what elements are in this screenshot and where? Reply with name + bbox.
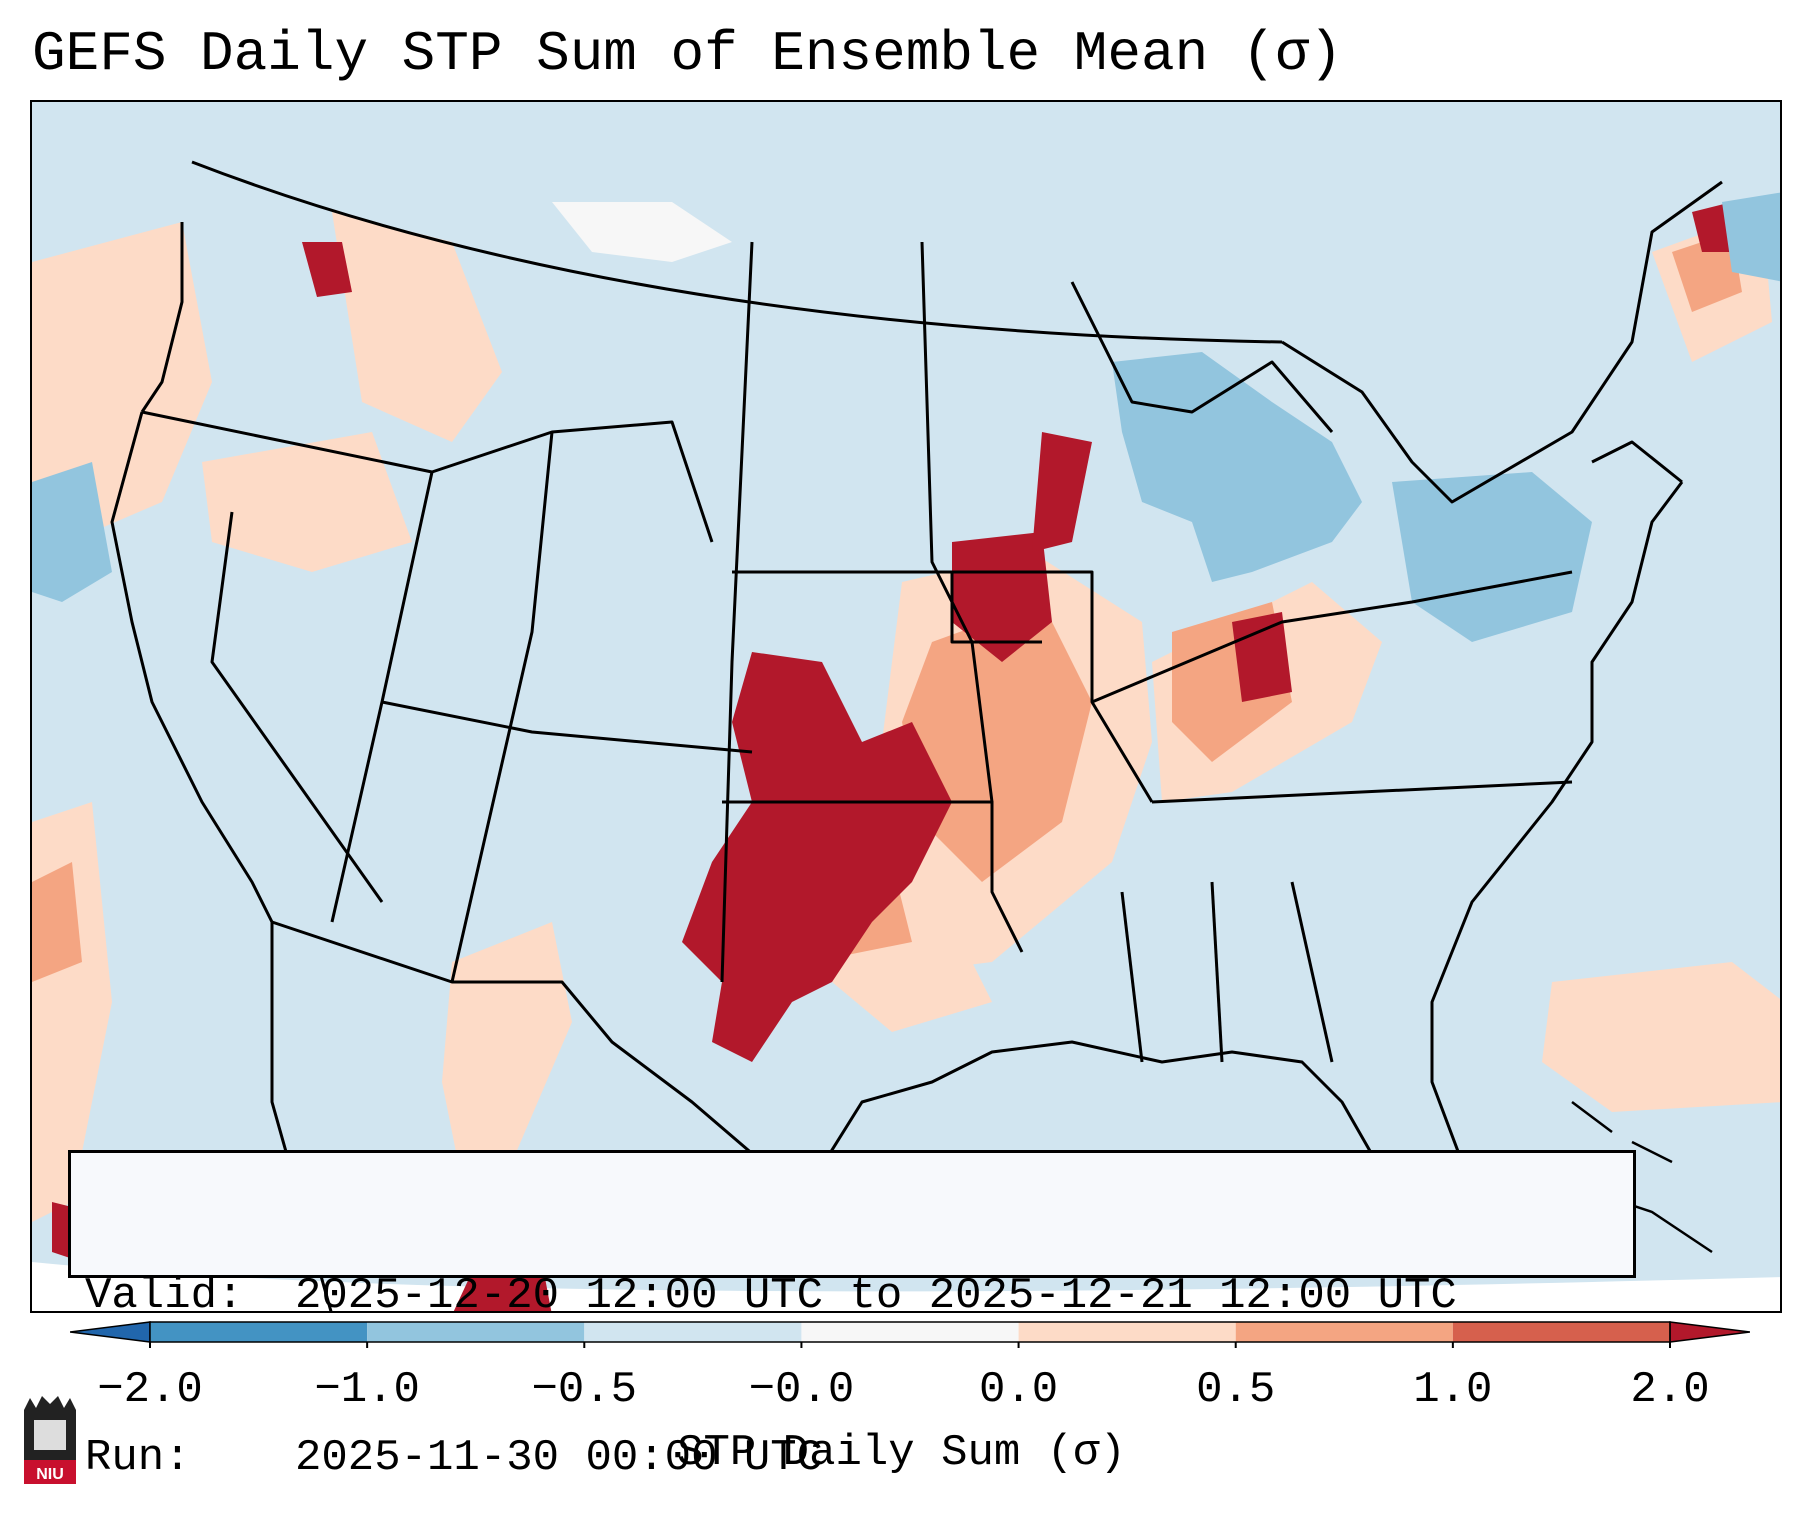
colorbar-over-extend <box>1669 1321 1750 1343</box>
seal-badge <box>24 1460 76 1484</box>
colorbar-tick-label: 1.0 <box>1413 1365 1493 1415</box>
map-svg <box>32 102 1780 1311</box>
area-atlantic-neg <box>1722 192 1780 282</box>
colorbar-tick-label: 0.5 <box>1196 1365 1276 1415</box>
border-nv <box>210 511 384 903</box>
new-england <box>1591 440 1683 484</box>
seal-window-icon <box>34 1420 66 1450</box>
area-missouri <box>902 602 1092 882</box>
neutral-areas <box>552 202 732 262</box>
run-label: Run: <box>85 1433 191 1483</box>
border-ms-al <box>1210 881 1224 1063</box>
run-text: 2025-11-30 00:00 UTC <box>295 1433 824 1483</box>
boundaries <box>110 160 1723 1311</box>
university-seal-icon: NIU <box>24 1396 76 1484</box>
coast-wa <box>140 222 184 413</box>
border-tn-nc <box>1151 780 1573 804</box>
canada-border-east <box>1281 180 1723 504</box>
bahamas-outline <box>1571 1101 1673 1164</box>
area-mexico-north <box>442 922 572 1182</box>
area-plains-core <box>682 652 952 1062</box>
valid-text: 2025-12-20 12:00 UTC to 2025-12-21 12:00… <box>295 1271 1457 1321</box>
coast-south-east <box>271 481 1684 1244</box>
area-idaho <box>332 212 502 442</box>
great-lakes-shore <box>1070 281 1334 433</box>
colorbar-tick-label: −0.5 <box>531 1365 638 1415</box>
border-oh-pa <box>1091 570 1573 704</box>
colorbar-under-extend <box>70 1321 151 1343</box>
canada-border-west <box>191 160 1283 344</box>
area-northeast <box>1392 472 1592 642</box>
colorbar-segment-5 <box>1235 1322 1453 1342</box>
area-ne-spot <box>1692 202 1732 252</box>
border-ut-az <box>381 700 753 754</box>
colorbar-segment-3 <box>801 1322 1019 1342</box>
colorbar-tick-label: −0.0 <box>748 1365 855 1415</box>
area-indiana-core <box>1232 612 1292 702</box>
border-ia-il <box>952 570 1154 803</box>
valid-run-info-box: Valid: 2025-12-20 12:00 UTC to 2025-12-21… <box>68 1150 1636 1483</box>
border-la-ms <box>1120 891 1144 1063</box>
area-nevada <box>202 432 412 572</box>
area-pacific-nw <box>32 222 212 532</box>
colorbar <box>70 1321 1750 1348</box>
colorbar-tick-label: 0.0 <box>978 1365 1059 1415</box>
border-al-ga <box>1290 881 1334 1063</box>
area-wa-spot <box>302 242 352 297</box>
colorbar-segment-0 <box>150 1322 368 1342</box>
coast-ca <box>110 411 274 923</box>
border-ok <box>722 800 1024 953</box>
light-positive-areas <box>32 212 1780 1222</box>
valid-row: Valid: 2025-12-20 12:00 UTC to 2025-12-21… <box>85 1269 1633 1323</box>
colorbar-tick-label: −1.0 <box>314 1365 420 1415</box>
logo-text: NIU <box>36 1466 64 1483</box>
colorbar-segment-1 <box>367 1322 585 1342</box>
border-mn-ia <box>920 241 994 803</box>
border-co-west <box>450 431 554 983</box>
area-offshore-ca <box>32 862 82 982</box>
area-pacific-neg <box>32 462 112 602</box>
area-atlantic <box>1542 962 1780 1112</box>
area-wisconsin <box>1032 432 1092 552</box>
chart-title: GEFS Daily STP Sum of Ensemble Mean (σ) <box>32 22 1343 86</box>
run-row: Run: 2025-11-30 00:00 UTC <box>85 1431 1633 1485</box>
border-ne-ks <box>732 570 1042 644</box>
border-co-east <box>720 241 754 983</box>
colorbar-title: STP Daily Sum (σ) <box>677 1428 1126 1478</box>
area-iowa <box>952 532 1052 662</box>
colorbar-frame <box>149 1321 1671 1343</box>
colorbar-segment-4 <box>1018 1322 1236 1342</box>
valid-label: Valid: <box>85 1271 244 1321</box>
colorbar-tick-label: −2.0 <box>97 1365 203 1415</box>
colorbar-tick-label: 2.0 <box>1630 1365 1710 1415</box>
area-montana-white <box>552 202 732 262</box>
colorbar-segment-2 <box>584 1322 802 1342</box>
map-panel <box>30 100 1782 1313</box>
colorbar-segment-6 <box>1452 1322 1670 1342</box>
